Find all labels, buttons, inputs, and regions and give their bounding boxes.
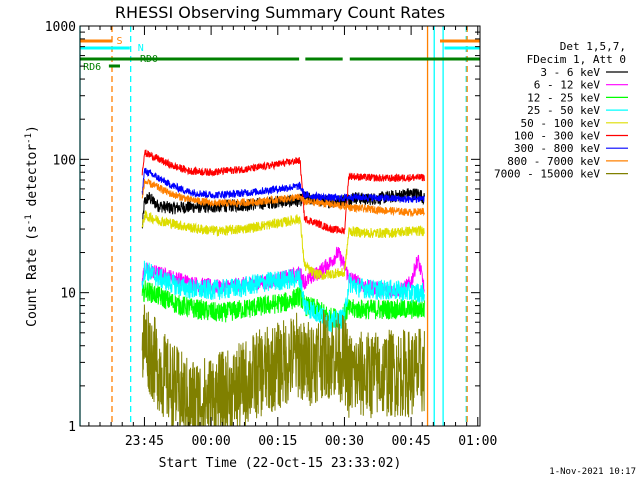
legend-label-2: 12 - 25 keV [527, 91, 600, 104]
series-line-5 [141, 149, 425, 235]
legend-label-3: 25 - 50 keV [527, 104, 600, 117]
x-tick-label-2: 00:15 [258, 434, 297, 449]
status-bar-n-0 [80, 46, 130, 50]
series-group [141, 149, 425, 426]
x-tick-label-3: 00:30 [325, 434, 364, 449]
status-bar-label-s: S [116, 36, 122, 47]
chart-title: RHESSI Observing Summary Count Rates [115, 3, 445, 22]
legend-header-0: Det 1,5,7, [560, 40, 626, 53]
x-tick-label-0: 23:45 [125, 434, 164, 449]
legend-label-0: 3 - 6 keV [540, 66, 600, 79]
status-bar-label-n: N [138, 43, 144, 54]
series-line-8 [141, 304, 425, 426]
plot-frame [79, 25, 481, 427]
y-axis: 1 10 100 1000 [45, 20, 480, 435]
legend-label-4: 50 - 100 keV [521, 117, 601, 130]
y-axis-label: Count Rate (s-1 detector-1) [24, 125, 40, 327]
vertical-markers [79, 26, 468, 426]
status-bar-rd6-0 [108, 64, 120, 68]
y-tick-label-1: 10 [60, 287, 76, 302]
series-line-3 [141, 260, 425, 333]
x-axis-label: Start Time (22-Oct-15 23:33:02) [159, 456, 402, 471]
legend-header-1: FDecim 1, Att 0 [527, 53, 626, 66]
footer-timestamp: 1-Nov-2021 10:17 [549, 467, 636, 477]
y-tick-label-2: 100 [53, 153, 76, 168]
y-tick-label-3: 1000 [45, 20, 76, 35]
status-bar-s-0 [80, 39, 113, 43]
status-bar-rd0-0 [80, 57, 300, 61]
legend-label-5: 100 - 300 keV [514, 130, 600, 143]
legend-label-1: 6 - 12 keV [534, 79, 601, 92]
status-bar-label-rd6: RD6 [83, 62, 101, 73]
legend-label-6: 300 - 800 keV [514, 142, 600, 155]
series-line-4 [141, 209, 425, 281]
x-tick-label-4: 00:45 [392, 434, 431, 449]
status-bar-rd0-1 [305, 57, 343, 61]
legend-label-8: 7000 - 15000 keV [494, 168, 600, 181]
x-axis: 23:45 00:00 00:15 00:30 00:45 01:00 [88, 26, 497, 449]
legend-label-7: 800 - 7000 keV [507, 155, 600, 168]
series-line-7 [141, 178, 425, 218]
y-tick-label-0: 1 [68, 420, 76, 435]
status-bar-s-1 [440, 39, 480, 43]
status-bar-n-1 [444, 46, 480, 50]
x-tick-label-1: 00:00 [192, 434, 231, 449]
series-line-2 [141, 280, 425, 328]
status-bar-label-rd0: RD0 [140, 54, 158, 65]
series-line-6 [141, 167, 425, 203]
status-bar-rd0-2 [349, 57, 480, 61]
x-tick-label-5: 01:00 [458, 434, 497, 449]
